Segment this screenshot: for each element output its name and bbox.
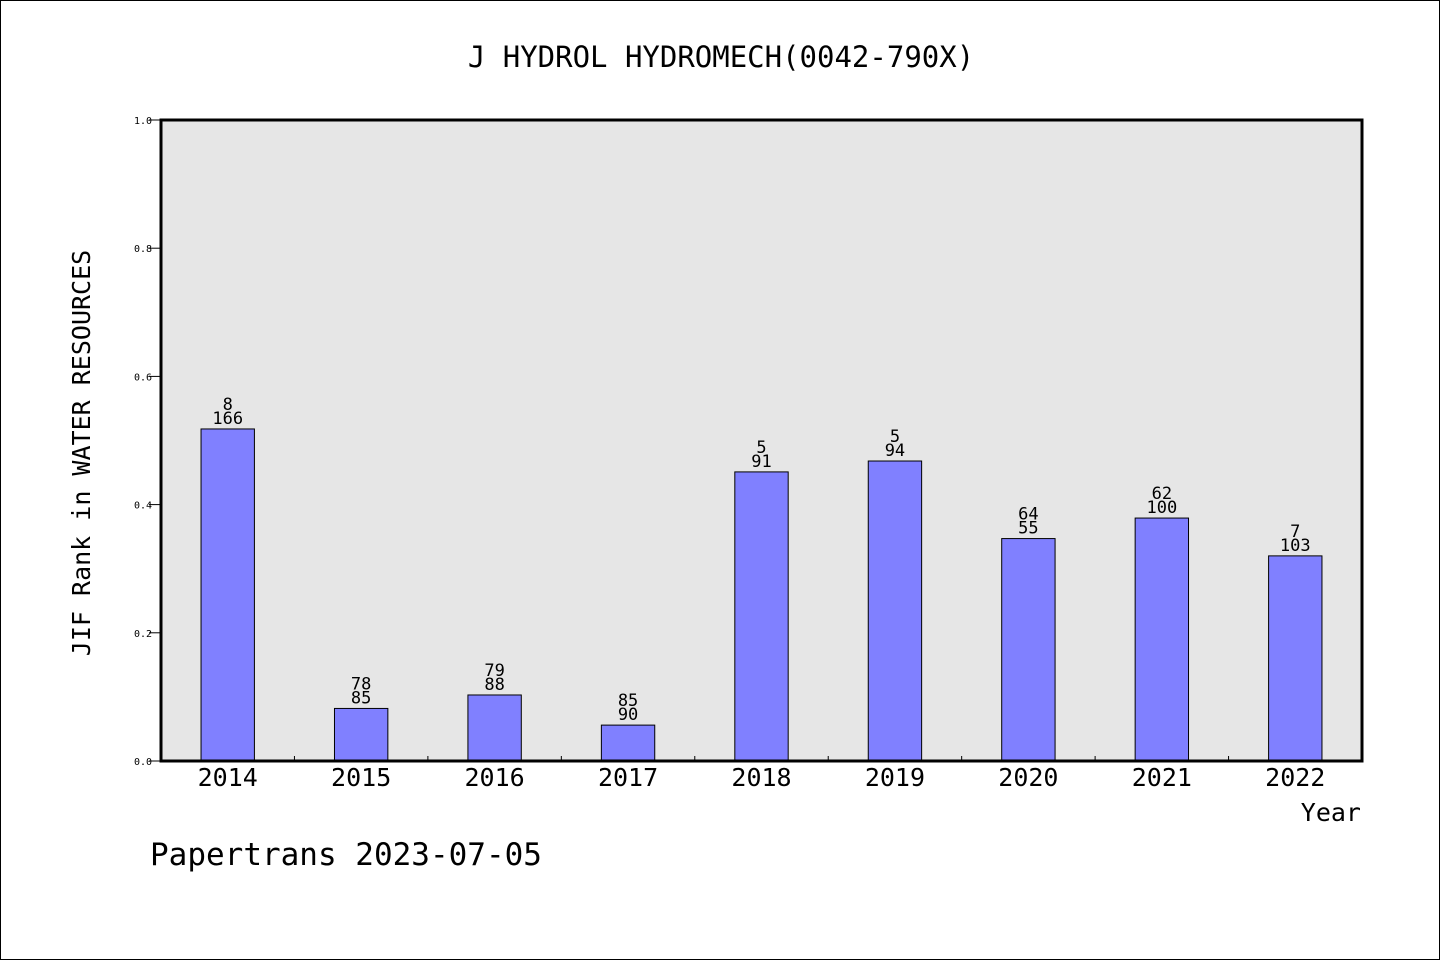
- chart-title: J HYDROL HYDROMECH(0042-790X): [468, 40, 974, 74]
- x-axis: 2014 2015 2016 2017 2018 2019 2020 2021 2022: [198, 756, 1325, 792]
- y-tick-label: 0.2: [134, 629, 152, 640]
- bar-series: [200, 428, 1323, 762]
- bar-2017: [600, 724, 656, 762]
- bar-label-bottom: 85: [351, 688, 371, 708]
- bar-label-top: 79: [484, 661, 504, 681]
- y-tick-label: 0.4: [134, 501, 152, 512]
- y-axis-label: JIF Rank in WATER RESOURCES: [67, 250, 96, 656]
- y-tick-label: 0.8: [134, 244, 152, 255]
- y-tick-label: 0.0: [134, 757, 152, 768]
- bar-2015: [333, 707, 389, 762]
- y-tick-label: 1.0: [134, 116, 152, 127]
- bar-label-bottom: 100: [1146, 498, 1177, 518]
- bar-label-top: 5: [890, 427, 900, 447]
- credit-text: Papertrans 2023-07-05: [150, 837, 542, 873]
- x-tick-label: 2021: [1132, 763, 1192, 792]
- bar-label-top: 78: [351, 674, 371, 694]
- x-tick-label: 2020: [998, 763, 1058, 792]
- x-tick-label: 2016: [465, 763, 525, 792]
- plot-frame: [159, 118, 1364, 763]
- bar-label-bottom: 94: [885, 441, 905, 461]
- bar-2016: [467, 694, 522, 762]
- bar-2019: [867, 460, 923, 762]
- x-tick-label: 2015: [331, 763, 391, 792]
- bar-2014: [200, 428, 255, 762]
- x-tick-label: 2017: [598, 763, 658, 792]
- bar-2022: [1268, 555, 1323, 762]
- bar-label-top: 8: [223, 395, 233, 415]
- bar-label-bottom: 91: [751, 452, 771, 472]
- bar-label-top: 64: [1018, 505, 1038, 525]
- bar-2018: [734, 471, 789, 762]
- bar-label-top: 5: [756, 438, 766, 458]
- bar-label-top: 7: [1290, 522, 1300, 542]
- bar-2021: [1134, 517, 1190, 762]
- bar-label-top: 62: [1152, 484, 1172, 504]
- y-axis: 0.0 0.2 0.4 0.6 0.8 1.0: [134, 116, 161, 768]
- x-tick-label: 2019: [865, 763, 925, 792]
- y-tick-label: 0.6: [134, 372, 152, 383]
- bar-2020: [1001, 538, 1056, 762]
- bar-label-top: 85: [618, 691, 638, 711]
- bar-label-bottom: 88: [484, 675, 504, 695]
- bar-label-bottom: 103: [1280, 536, 1311, 556]
- x-axis-label: Year: [1301, 798, 1361, 827]
- bar-label-bottom: 166: [212, 409, 243, 429]
- x-tick-label: 2018: [731, 763, 791, 792]
- bar-label-bottom: 55: [1018, 519, 1038, 539]
- x-tick-label: 2014: [198, 763, 258, 792]
- bar-label-bottom: 90: [618, 705, 638, 725]
- x-tick-label: 2022: [1265, 763, 1325, 792]
